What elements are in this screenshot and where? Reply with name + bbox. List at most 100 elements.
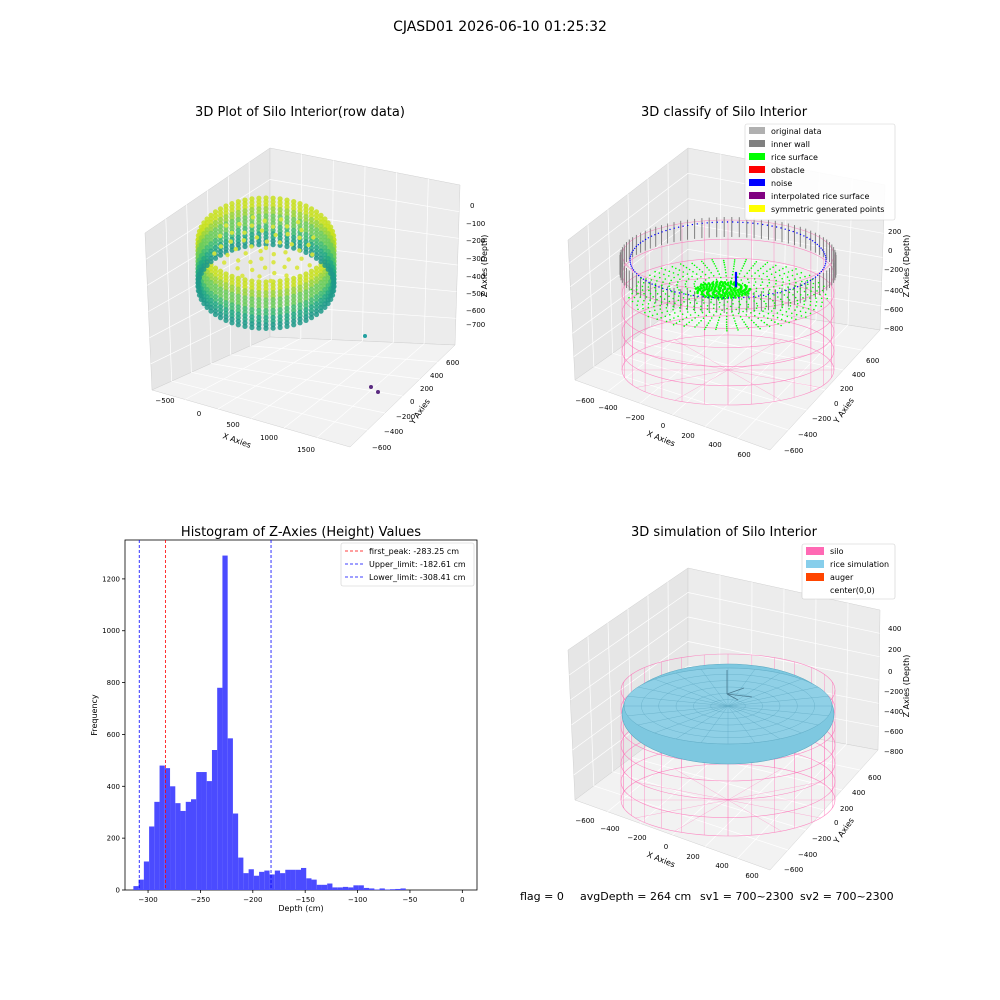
histogram-bar [379, 888, 385, 890]
rice-surface-point [726, 301, 729, 303]
raw-point [322, 237, 328, 243]
raw-point [271, 260, 276, 265]
rice-surface-point [767, 312, 770, 315]
rice-mesh-line [727, 672, 781, 707]
rice-surface-point [748, 281, 750, 284]
raw-point [223, 278, 229, 284]
raw-point [277, 210, 283, 216]
rice-surface-point [710, 298, 713, 301]
raw-point [223, 232, 229, 238]
raw-point [217, 252, 224, 258]
raw-point [249, 207, 255, 213]
rice-surface-point [685, 323, 688, 326]
raw-point [223, 207, 229, 213]
rice-surface-point [672, 305, 674, 308]
raw-point [376, 390, 380, 394]
raw-point [241, 238, 247, 243]
legend-swatch [749, 205, 765, 212]
noise-point [789, 288, 791, 291]
raw-point [262, 218, 267, 223]
noise-point [712, 296, 714, 299]
raw-point [235, 209, 241, 215]
noise-point [742, 221, 744, 224]
rice-surface-point [785, 266, 787, 268]
raw-point [308, 304, 315, 310]
rice-surface-point [788, 308, 790, 310]
rice-surface-point [676, 284, 678, 286]
noise-point [687, 294, 690, 296]
raw-point [242, 316, 248, 322]
x-tick: 600 [745, 872, 758, 880]
y-tick: −200 [812, 415, 831, 423]
raw-point [217, 282, 224, 289]
raw-point [217, 249, 224, 255]
raw-point [235, 241, 241, 248]
rice-surface-point [659, 295, 662, 298]
raw-point [277, 199, 283, 206]
panel-simulation: 3D simulation of Silo Interior −600 −400… [567, 525, 911, 880]
raw-point [284, 277, 290, 283]
x-axis-label: X Axies [221, 431, 252, 450]
z-tick: 400 [888, 625, 901, 633]
rice-surface-point [680, 303, 682, 306]
rice-surface-point [792, 294, 794, 296]
raw-point [262, 265, 268, 270]
rice-surface-point [691, 262, 693, 265]
rice-mesh-line [654, 678, 729, 707]
raw-point [204, 262, 210, 268]
raw-point [297, 201, 303, 207]
rice-surface-point [733, 259, 736, 261]
raw-point [235, 318, 241, 324]
auger-line [726, 693, 753, 698]
x-tick-labels: −600 −400 −200 0 200 400 600 [575, 397, 750, 459]
raw-point [277, 196, 283, 202]
z-tick-labels: 0 −100 −200 −300 −400 −500 −600 −700 [466, 202, 485, 329]
rice-surface-point [740, 279, 743, 281]
raw-point [284, 295, 290, 301]
rice-mesh-line [727, 705, 802, 734]
y-tick: −400 [798, 431, 817, 439]
noise-point [781, 291, 783, 293]
rice-surface-point [795, 313, 798, 316]
rice-surface-point [791, 274, 794, 277]
noise-point [677, 226, 680, 228]
rice-surface-point [706, 266, 708, 269]
raw-point [308, 216, 315, 223]
rice-surface-point [677, 281, 679, 283]
rice-surface-point [647, 315, 650, 318]
raw-point [286, 257, 291, 262]
raw-point [270, 209, 276, 216]
rice-surface-point [787, 286, 789, 288]
raw-point [223, 307, 229, 313]
rice-surface-point [668, 285, 670, 288]
rice-surface-point [693, 285, 696, 288]
raw-point [198, 296, 204, 302]
grid-line [704, 738, 815, 847]
raw-point [235, 279, 241, 285]
raw-point [242, 215, 248, 221]
legend-label: first_peak: -283.25 cm [369, 547, 459, 556]
grid-line [687, 592, 880, 634]
raw-point [331, 279, 337, 285]
raw-point [308, 315, 315, 321]
raw-point [318, 308, 324, 314]
rice-surface-point [642, 307, 644, 310]
rice-mesh-line [675, 672, 729, 707]
legend-label: symmetric generated points [771, 205, 884, 214]
raw-point [256, 238, 262, 244]
rice-surface-point [637, 300, 639, 302]
raw-point [297, 295, 303, 301]
rice-surface-point [774, 276, 776, 279]
raw-point [208, 297, 214, 303]
raw-point [235, 199, 241, 205]
raw-point [263, 304, 269, 310]
rice-surface-point [819, 293, 821, 296]
silo-spoke [635, 781, 729, 801]
raw-point [303, 303, 309, 309]
raw-point [229, 230, 235, 235]
legend-swatch [806, 560, 824, 568]
noise-point [817, 274, 819, 276]
rice-surface-point [737, 283, 741, 286]
raw-point [322, 223, 328, 229]
legend-frame [801, 543, 896, 600]
